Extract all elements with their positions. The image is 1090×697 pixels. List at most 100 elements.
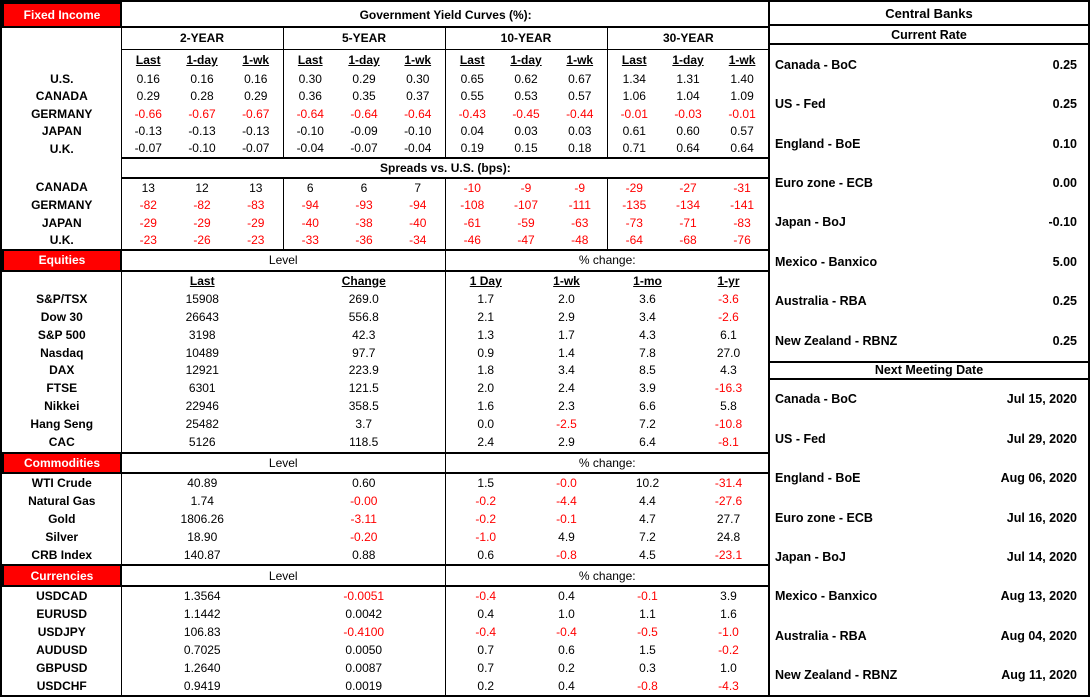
value-cell: -0.66 — [120, 104, 175, 123]
value-cell: 1.3564 — [183, 589, 221, 604]
col-1yr: 1-yr — [717, 273, 740, 288]
meeting-row: New Zealand - RBNZ Aug 11, 2020 — [770, 656, 1088, 695]
value-cell: -23.1 — [714, 548, 743, 563]
col-1day: 1-day — [348, 52, 380, 67]
rate-row-value: 0.25 — [1052, 294, 1077, 309]
equity-row: Nasdaq 10489 97.7 0.9 1.4 7.8 27.0 — [3, 343, 768, 362]
currency-row-label: USDCHF — [3, 677, 122, 695]
value-cell: -107 — [513, 198, 539, 213]
value-cell: -0.04 — [404, 141, 432, 156]
value-cell: -0.2 — [444, 510, 526, 529]
rate-row-value: 5.00 — [1052, 254, 1077, 269]
value-cell: 2.0 — [444, 379, 526, 398]
value-cell: -135 — [606, 196, 661, 215]
equities-subheader-row: Last Change 1 Day 1-wk 1-mo 1-yr — [3, 270, 768, 290]
rate-row-label: England - BoE — [775, 136, 861, 151]
value-cell: -38 — [355, 215, 373, 230]
value-cell: -0.1 — [637, 589, 658, 604]
value-cell: 0.29 — [120, 87, 175, 105]
spread-row: JAPAN -29 -29 -29 -40 -38 -40 -61 -59 -63 -73 -71 -8… — [3, 214, 768, 232]
value-cell: -33 — [282, 231, 337, 249]
current-rate-list: Canada - BoC 0.25 US - Fed 0.25 England - Bo… — [770, 45, 1088, 361]
value-cell: 4.7 — [639, 512, 656, 527]
value-cell: 0.67 — [568, 71, 592, 86]
yield-row-label: U.S. — [3, 70, 122, 88]
value-cell: -10 — [444, 178, 499, 197]
value-cell: -0.13 — [120, 122, 175, 140]
value-cell: 0.28 — [190, 89, 214, 104]
spreads-title: Spreads vs. U.S. (bps): — [121, 157, 768, 180]
meeting-row-value: Jul 15, 2020 — [1006, 392, 1077, 407]
equity-row-label: Dow 30 — [3, 307, 122, 326]
value-cell: 0.2 — [444, 677, 526, 695]
equity-row-label: DAX — [3, 361, 122, 380]
value-cell: -93 — [355, 198, 373, 213]
value-cell: 3.9 — [639, 381, 656, 396]
value-cell: 0.60 — [676, 123, 700, 138]
central-banks-title: Central Banks — [770, 2, 1088, 26]
value-cell: -23 — [120, 231, 175, 249]
pct-change-header: % change: — [445, 564, 768, 587]
col-1day: 1-day — [186, 52, 218, 67]
value-cell: 0.64 — [730, 141, 754, 156]
equities-header: Equities Level % change: Last Change 1 D… — [2, 249, 768, 290]
value-cell: 4.5 — [639, 548, 656, 563]
value-cell: -2.6 — [718, 309, 739, 324]
value-cell: -0.04 — [282, 139, 337, 159]
equity-row: Nikkei 22946 358.5 1.6 2.3 6.6 5.8 — [3, 397, 768, 416]
value-cell: 0.62 — [514, 71, 538, 86]
value-cell: 3.6 — [639, 291, 656, 306]
equity-row-label: Nikkei — [3, 397, 122, 416]
value-cell: -0.10 — [282, 122, 337, 140]
commodity-row-label: Natural Gas — [3, 492, 122, 511]
value-cell: -82 — [120, 196, 175, 215]
commodities-header: Commodities Level % change: — [2, 451, 768, 475]
value-cell: -0.0 — [556, 476, 577, 491]
value-cell: -61 — [444, 214, 499, 232]
rate-row-label: US - Fed — [775, 97, 826, 112]
value-cell: 0.55 — [444, 87, 499, 105]
value-cell: 0.0 — [444, 415, 526, 434]
spread-row-label: CANADA — [3, 178, 122, 197]
value-cell: 1.6 — [720, 607, 737, 622]
value-cell: 15908 — [185, 291, 219, 306]
level-header: Level — [121, 249, 446, 272]
rate-row-value: -0.10 — [1048, 215, 1078, 230]
value-cell: 6 — [282, 178, 337, 197]
value-cell: -0.10 — [404, 123, 432, 138]
meeting-row-value: Jul 29, 2020 — [1006, 431, 1077, 446]
value-cell: 0.0050 — [345, 643, 383, 658]
yield-row-label: JAPAN — [3, 122, 122, 140]
value-cell: -29 — [247, 215, 265, 230]
value-cell: 0.6 — [558, 643, 575, 658]
value-cell: -0.4 — [444, 623, 526, 642]
government-yields-table: Fixed Income Government Yield Curves (%)… — [2, 2, 768, 249]
rate-row: Euro zone - ECB 0.00 — [770, 163, 1088, 202]
value-cell: 358.5 — [348, 399, 379, 414]
value-cell: -48 — [571, 233, 589, 248]
value-cell: -108 — [444, 196, 499, 215]
pct-change-header: % change: — [445, 451, 768, 475]
main-header-row: Fixed Income Government Yield Curves (%)… — [2, 2, 768, 28]
value-cell: -1.0 — [444, 528, 526, 547]
value-cell: 18.90 — [187, 530, 218, 545]
value-cell: -29 — [606, 178, 661, 197]
value-cell: -59 — [517, 215, 535, 230]
rate-row-value: 0.25 — [1052, 57, 1077, 72]
value-cell: 2.4 — [558, 381, 575, 396]
value-cell: 0.19 — [444, 139, 499, 159]
spread-row-label: JAPAN — [3, 214, 122, 232]
meeting-row: Australia - RBA Aug 04, 2020 — [770, 616, 1088, 655]
value-cell: 0.03 — [514, 123, 538, 138]
commodity-row: CRB Index 140.87 0.88 0.6 -0.8 4.5 -23.1 — [3, 546, 768, 566]
value-cell: -36 — [355, 233, 373, 248]
value-cell: 7 — [414, 180, 422, 195]
value-cell: 0.53 — [514, 89, 538, 104]
value-cell: 2.9 — [558, 309, 575, 324]
col-last: Last — [120, 49, 175, 71]
value-cell: 10489 — [185, 345, 219, 360]
value-cell: -0.03 — [674, 106, 702, 121]
value-cell: 24.8 — [716, 530, 741, 545]
commodity-row: Natural Gas 1.74 -0.00 -0.2 -4.4 4.4 -27.6 — [3, 492, 768, 511]
currency-row: EURUSD 1.1442 0.0042 0.4 1.0 1.1 1.6 — [3, 605, 768, 624]
